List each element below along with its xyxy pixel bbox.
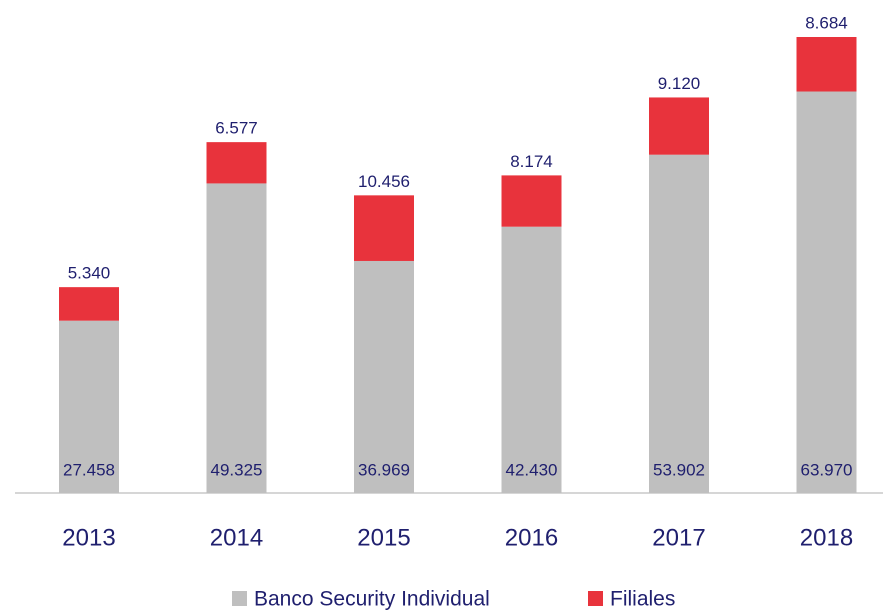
legend-swatch <box>588 591 603 606</box>
bar-segment <box>59 287 119 321</box>
bar-segment <box>501 175 562 227</box>
bar-segment <box>649 154 709 494</box>
value-label: 8.684 <box>805 13 848 32</box>
bar-segment <box>649 97 709 155</box>
value-label: 10.456 <box>358 172 410 191</box>
x-tick-label: 2014 <box>210 524 263 551</box>
bar-segment <box>501 226 562 493</box>
value-label: 6.577 <box>215 119 258 138</box>
x-tick-label: 2015 <box>357 524 410 551</box>
value-label: 42.430 <box>506 460 558 479</box>
value-label: 5.340 <box>68 264 111 283</box>
value-label: 36.969 <box>358 460 410 479</box>
x-tick-label: 2018 <box>800 524 853 551</box>
bar-segment <box>206 142 267 184</box>
value-label: 9.120 <box>658 74 701 93</box>
bar-segment <box>206 183 267 493</box>
value-label: 63.970 <box>801 460 853 479</box>
x-tick-label: 2013 <box>62 524 115 551</box>
bar-segment <box>796 91 857 493</box>
legend-swatch <box>232 591 247 606</box>
x-tick-label: 2016 <box>505 524 558 551</box>
x-tick-label: 2017 <box>652 524 705 551</box>
bar-segment <box>354 260 414 493</box>
value-label: 49.325 <box>211 460 263 479</box>
value-label: 27.458 <box>63 460 115 479</box>
value-label: 8.174 <box>510 152 553 171</box>
value-label: 53.902 <box>653 460 705 479</box>
bar-segment <box>354 195 414 261</box>
bar-segment <box>59 320 119 493</box>
legend-label: Filiales <box>610 588 675 611</box>
bar-segment <box>796 37 857 92</box>
legend-label: Banco Security Individual <box>254 588 490 611</box>
